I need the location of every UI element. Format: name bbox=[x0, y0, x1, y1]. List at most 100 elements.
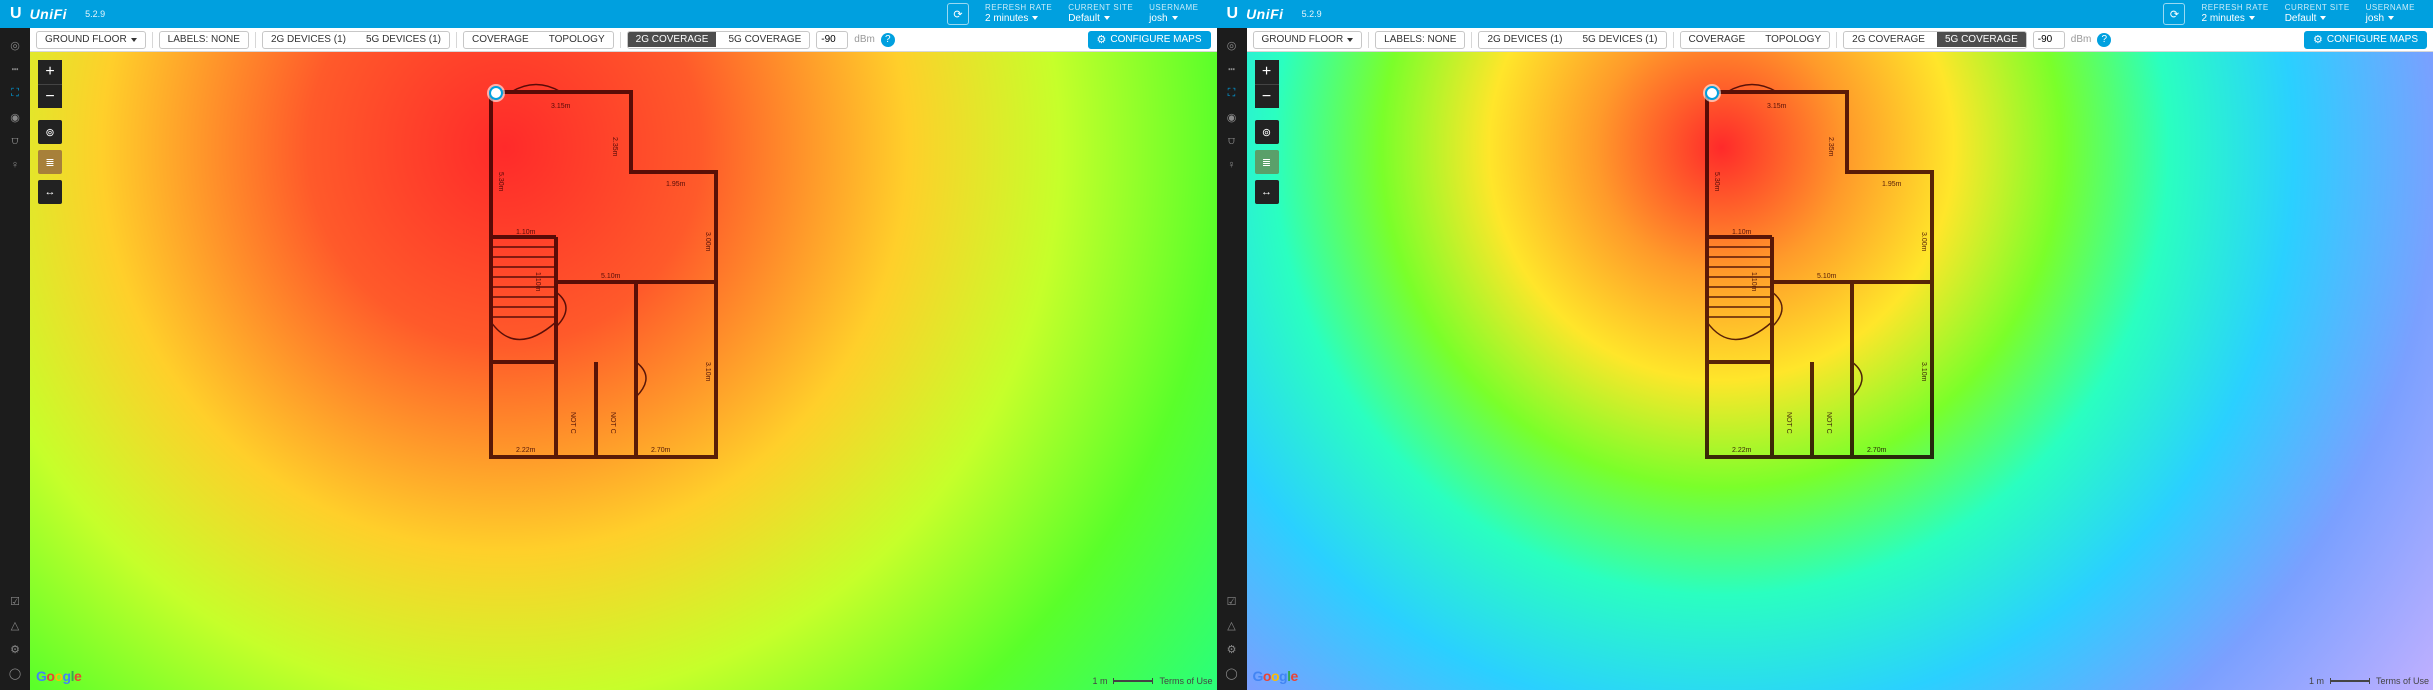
seg-coverage[interactable]: COVERAGE bbox=[464, 32, 537, 47]
nav-dashboard-icon[interactable]: ◎ bbox=[4, 34, 26, 56]
terms-link[interactable]: Terms of Use bbox=[2376, 676, 2429, 686]
brand-name: UniFi bbox=[30, 6, 68, 22]
svg-text:1.10m: 1.10m bbox=[516, 229, 536, 236]
view-mode-segment[interactable]: COVERAGE TOPOLOGY bbox=[463, 31, 614, 49]
current-site-dropdown[interactable]: CURRENT SITE Default bbox=[2285, 0, 2350, 28]
tool-measure-icon[interactable]: ↔ bbox=[38, 180, 62, 204]
chevron-down-icon bbox=[2320, 16, 2326, 20]
help-icon[interactable]: ? bbox=[2097, 33, 2111, 47]
seg-topology[interactable]: TOPOLOGY bbox=[541, 32, 613, 47]
tool-locate-icon[interactable]: ⊚ bbox=[1255, 120, 1279, 144]
nav-insights-icon[interactable]: ♀ bbox=[1221, 154, 1243, 176]
topbar: U UniFi 5.2.9 ⟳ REFRESH RATE 2 minutes C… bbox=[1217, 0, 2433, 28]
tool-locate-icon[interactable]: ⊚ bbox=[38, 120, 62, 144]
configure-maps-button[interactable]: ⚙CONFIGURE MAPS bbox=[2304, 31, 2427, 49]
seg-coverage[interactable]: COVERAGE bbox=[1681, 32, 1754, 47]
nav-dashboard-icon[interactable]: ◎ bbox=[1221, 34, 1243, 56]
nav-events-icon[interactable]: ☑ bbox=[4, 590, 26, 612]
seg-5g-devices[interactable]: 5G DEVICES (1) bbox=[358, 32, 449, 47]
svg-text:3.15m: 3.15m bbox=[551, 103, 571, 110]
coverage-map[interactable]: + − ⊚ ≣ ↔ bbox=[30, 52, 1217, 690]
seg-5g-coverage[interactable]: 5G COVERAGE bbox=[720, 32, 809, 47]
labels-toggle[interactable]: LABELS: NONE bbox=[159, 31, 249, 49]
svg-text:NOT C: NOT C bbox=[1825, 412, 1832, 434]
map-toolbar: GROUND FLOOR LABELS: NONE 2G DEVICES (1)… bbox=[30, 28, 1217, 52]
nav-stats-icon[interactable]: ┅ bbox=[1221, 58, 1243, 80]
nav-devices-icon[interactable]: ◉ bbox=[4, 106, 26, 128]
nav-map-icon[interactable]: ⛶ bbox=[4, 82, 26, 104]
svg-text:3.10m: 3.10m bbox=[1920, 362, 1927, 382]
dbm-input[interactable] bbox=[816, 31, 848, 49]
nav-alerts-icon[interactable]: △ bbox=[1221, 614, 1243, 636]
chevron-down-icon bbox=[1172, 16, 1178, 20]
terms-link[interactable]: Terms of Use bbox=[1159, 676, 1212, 686]
help-icon[interactable]: ? bbox=[881, 33, 895, 47]
nav-chat-icon[interactable]: ◯ bbox=[1221, 662, 1243, 684]
zoom-in-button[interactable]: + bbox=[1255, 60, 1279, 84]
configure-maps-button[interactable]: ⚙CONFIGURE MAPS bbox=[1088, 31, 1211, 49]
floor-selector[interactable]: GROUND FLOOR bbox=[36, 31, 146, 49]
coverage-band-segment[interactable]: 2G COVERAGE 5G COVERAGE bbox=[627, 31, 811, 49]
svg-text:5.30m: 5.30m bbox=[1713, 172, 1720, 192]
zoom-out-button[interactable]: − bbox=[1255, 84, 1279, 108]
access-point-marker[interactable] bbox=[489, 86, 503, 100]
scale-bar bbox=[1113, 680, 1153, 682]
floor-selector-label: GROUND FLOOR bbox=[1262, 34, 1344, 45]
tool-measure-icon[interactable]: ↔ bbox=[1255, 180, 1279, 204]
device-band-segment[interactable]: 2G DEVICES (1) 5G DEVICES (1) bbox=[1478, 31, 1666, 49]
nav-chat-icon[interactable]: ◯ bbox=[4, 662, 26, 684]
refresh-rate-dropdown[interactable]: REFRESH RATE 2 minutes bbox=[2201, 0, 2268, 28]
seg-5g-coverage[interactable]: 5G COVERAGE bbox=[1937, 32, 2026, 47]
current-site-value: Default bbox=[1068, 13, 1100, 24]
labels-toggle[interactable]: LABELS: NONE bbox=[1375, 31, 1465, 49]
nav-clients-icon[interactable]: ⩌ bbox=[4, 130, 26, 152]
coverage-band-segment[interactable]: 2G COVERAGE 5G COVERAGE bbox=[1843, 31, 2027, 49]
nav-settings-icon[interactable]: ⚙ bbox=[4, 638, 26, 660]
view-mode-segment[interactable]: COVERAGE TOPOLOGY bbox=[1680, 31, 1831, 49]
nav-alerts-icon[interactable]: △ bbox=[4, 614, 26, 636]
brand-u-icon: U bbox=[1227, 5, 1239, 23]
device-band-segment[interactable]: 2G DEVICES (1) 5G DEVICES (1) bbox=[262, 31, 450, 49]
seg-2g-devices[interactable]: 2G DEVICES (1) bbox=[263, 32, 354, 47]
seg-5g-devices[interactable]: 5G DEVICES (1) bbox=[1574, 32, 1665, 47]
current-site-value: Default bbox=[2285, 13, 2317, 24]
svg-text:2.70m: 2.70m bbox=[1867, 447, 1887, 454]
divider bbox=[255, 32, 256, 48]
app-version: 5.2.9 bbox=[1302, 9, 1322, 19]
svg-text:NOT C: NOT C bbox=[569, 412, 576, 434]
username-label: USERNAME bbox=[1149, 4, 1198, 13]
tool-layers-icon[interactable]: ≣ bbox=[1255, 150, 1279, 174]
nav-settings-icon[interactable]: ⚙ bbox=[1221, 638, 1243, 660]
scale-bar bbox=[2330, 680, 2370, 682]
current-site-dropdown[interactable]: CURRENT SITE Default bbox=[1068, 0, 1133, 28]
dbm-input[interactable] bbox=[2033, 31, 2065, 49]
seg-2g-devices[interactable]: 2G DEVICES (1) bbox=[1479, 32, 1570, 47]
topbar: U UniFi 5.2.9 ⟳ REFRESH RATE 2 minutes C… bbox=[0, 0, 1217, 28]
divider bbox=[1836, 32, 1837, 48]
refresh-rate-dropdown[interactable]: REFRESH RATE 2 minutes bbox=[985, 0, 1052, 28]
zoom-in-button[interactable]: + bbox=[38, 60, 62, 84]
zoom-out-button[interactable]: − bbox=[38, 84, 62, 108]
tool-layers-icon[interactable]: ≣ bbox=[38, 150, 62, 174]
seg-2g-coverage[interactable]: 2G COVERAGE bbox=[1844, 32, 1933, 47]
username-dropdown[interactable]: USERNAME josh bbox=[1149, 0, 1198, 28]
nav-map-icon[interactable]: ⛶ bbox=[1221, 82, 1243, 104]
chevron-down-icon bbox=[1104, 16, 1110, 20]
refresh-button[interactable]: ⟳ bbox=[947, 3, 969, 25]
coverage-map[interactable]: + − ⊚ ≣ ↔ 3.15 bbox=[1247, 52, 2433, 690]
nav-devices-icon[interactable]: ◉ bbox=[1221, 106, 1243, 128]
nav-events-icon[interactable]: ☑ bbox=[1221, 590, 1243, 612]
nav-clients-icon[interactable]: ⩌ bbox=[1221, 130, 1243, 152]
seg-2g-coverage[interactable]: 2G COVERAGE bbox=[628, 32, 717, 47]
brand-u-icon: U bbox=[10, 5, 22, 23]
username-dropdown[interactable]: USERNAME josh bbox=[2366, 0, 2415, 28]
nav-stats-icon[interactable]: ┅ bbox=[4, 58, 26, 80]
divider bbox=[456, 32, 457, 48]
svg-text:NOT C: NOT C bbox=[609, 412, 616, 434]
floor-selector[interactable]: GROUND FLOOR bbox=[1253, 31, 1363, 49]
chevron-down-icon bbox=[2388, 16, 2394, 20]
dbm-unit: dBm bbox=[854, 34, 875, 45]
nav-insights-icon[interactable]: ♀ bbox=[4, 154, 26, 176]
refresh-button[interactable]: ⟳ bbox=[2163, 3, 2185, 25]
seg-topology[interactable]: TOPOLOGY bbox=[1757, 32, 1829, 47]
